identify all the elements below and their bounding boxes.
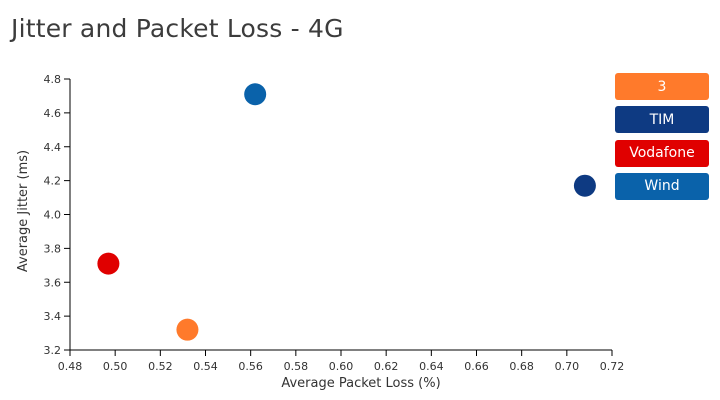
legend-item-tim[interactable]: TIM (615, 106, 709, 134)
y-tick-label: 3.6 (44, 276, 62, 289)
x-tick-label: 0.72 (600, 360, 625, 373)
data-points (97, 83, 596, 341)
y-tick-label: 3.2 (44, 344, 62, 357)
y-tick-label: 4.8 (44, 73, 62, 86)
data-point-tim[interactable] (573, 174, 596, 197)
data-point-3[interactable] (176, 318, 199, 341)
x-axis-label: Average Packet Loss (%) (281, 376, 440, 391)
legend-item-vodafone[interactable]: Vodafone (615, 139, 709, 167)
legend: 3 TIM Vodafone Wind (615, 73, 709, 206)
data-point-wind[interactable] (244, 83, 267, 106)
x-tick-label: 0.50 (103, 360, 128, 373)
y-tick-label: 4.6 (44, 107, 62, 120)
y-tick-label: 4.2 (44, 175, 62, 188)
x-tick-label: 0.48 (58, 360, 83, 373)
y-tick-label: 3.4 (44, 310, 62, 323)
legend-item-3[interactable]: 3 (615, 73, 709, 100)
data-point-vodafone[interactable] (97, 252, 120, 275)
x-tick-label: 0.66 (464, 360, 489, 373)
y-tick-label: 4.4 (44, 141, 62, 154)
x-tick-label: 0.52 (148, 360, 173, 373)
legend-item-wind[interactable]: Wind (615, 172, 709, 200)
chart-title: Jitter and Packet Loss - 4G (11, 14, 344, 43)
x-tick-label: 0.54 (193, 360, 218, 373)
axes: 0.48 0.50 0.52 0.54 0.56 0.58 0.60 0.62 0.64 0.66… (44, 73, 625, 373)
y-axis-label: Average Jitter (ms) (16, 150, 31, 272)
x-tick-label: 0.64 (419, 360, 444, 373)
y-tick-label: 4.0 (44, 209, 62, 222)
x-tick-label: 0.68 (509, 360, 534, 373)
x-tick-label: 0.70 (555, 360, 580, 373)
x-tick-label: 0.56 (238, 360, 263, 373)
y-tick-label: 3.8 (44, 242, 62, 255)
x-tick-label: 0.62 (374, 360, 399, 373)
x-tick-label: 0.58 (284, 360, 309, 373)
x-tick-label: 0.60 (329, 360, 354, 373)
